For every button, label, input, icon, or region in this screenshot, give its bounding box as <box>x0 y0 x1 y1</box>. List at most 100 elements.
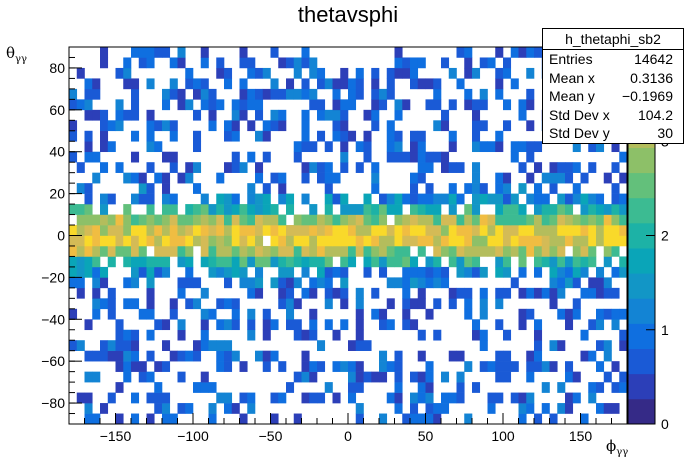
heatmap-cell <box>526 308 535 320</box>
heatmap-cell <box>572 371 581 383</box>
heatmap-cell <box>84 214 93 226</box>
heatmap-cell <box>340 99 349 111</box>
heatmap-cell <box>317 235 326 247</box>
heatmap-cell <box>262 183 271 194</box>
heatmap-cell <box>441 371 450 383</box>
heatmap-cell <box>69 256 78 268</box>
heatmap-cell <box>332 361 341 372</box>
heatmap-cell <box>402 67 411 79</box>
heatmap-cell <box>348 361 357 372</box>
heatmap-cell <box>580 329 589 341</box>
heatmap-cell <box>278 183 287 194</box>
heatmap-cell <box>286 308 295 320</box>
heatmap-cell <box>200 47 209 58</box>
heatmap-cell <box>216 361 225 372</box>
heatmap-cell <box>410 266 419 278</box>
heatmap-cell <box>100 277 109 289</box>
heatmap-cell <box>495 193 504 205</box>
heatmap-cell <box>472 193 481 205</box>
heatmap-cell <box>603 235 612 247</box>
heatmap-cell <box>557 204 566 215</box>
heatmap-cell <box>487 245 496 257</box>
heatmap-cell <box>572 235 581 247</box>
heatmap-cell <box>503 120 512 132</box>
heatmap-cell <box>301 329 310 341</box>
heatmap-cell <box>340 141 349 153</box>
heatmap-cell <box>510 392 519 404</box>
heatmap-cell <box>200 256 209 268</box>
heatmap-cell <box>177 235 186 247</box>
heatmap-cell <box>464 308 473 320</box>
heatmap-cell <box>619 172 628 184</box>
heatmap-cell <box>293 245 302 257</box>
heatmap-cell <box>278 193 287 205</box>
heatmap-cell <box>448 350 457 362</box>
heatmap-cell <box>185 172 194 184</box>
heatmap-cell <box>394 193 403 205</box>
heatmap-cell <box>301 350 310 362</box>
heatmap-cell <box>386 235 395 247</box>
heatmap-cell <box>154 392 163 404</box>
heatmap-cell <box>441 235 450 247</box>
heatmap-cell <box>293 413 302 425</box>
heatmap-cell <box>169 225 178 236</box>
heatmap-cell <box>557 266 566 278</box>
y-axis-label: θγγ <box>6 44 27 65</box>
heatmap-cell <box>503 245 512 257</box>
heatmap-cell <box>100 225 109 236</box>
heatmap-cell <box>479 329 488 341</box>
heatmap-cell <box>309 88 318 100</box>
heatmap-cell <box>146 120 155 132</box>
heatmap-cell <box>262 151 271 163</box>
heatmap-cell <box>448 193 457 205</box>
heatmap-cell <box>355 319 364 331</box>
heatmap-cell <box>309 245 318 257</box>
heatmap-cell <box>472 141 481 153</box>
heatmap-cell <box>92 413 101 425</box>
heatmap-cell <box>402 214 411 226</box>
heatmap-cell <box>588 193 597 205</box>
heatmap-cell <box>348 245 357 257</box>
heatmap-cell <box>588 204 597 215</box>
heatmap-cell <box>479 235 488 247</box>
heatmap-cell <box>115 225 124 236</box>
heatmap-cell <box>557 172 566 184</box>
heatmap-cell <box>278 392 287 404</box>
heatmap-cell <box>138 235 147 247</box>
heatmap-cell <box>572 162 581 173</box>
heatmap-cell <box>425 162 434 173</box>
heatmap-cell <box>464 204 473 215</box>
heatmap-cell <box>84 319 93 331</box>
heatmap-cell <box>619 340 628 351</box>
heatmap-cell <box>441 403 450 414</box>
heatmap-cell <box>433 298 442 310</box>
heatmap-cell <box>619 308 628 320</box>
heatmap-cell <box>433 256 442 268</box>
heatmap-cell <box>448 245 457 257</box>
z-tick-label: 0 <box>661 416 669 432</box>
heatmap-cell <box>177 225 186 236</box>
heatmap-cell <box>472 319 481 331</box>
heatmap-cell <box>596 382 605 393</box>
heatmap-cell <box>224 298 233 310</box>
heatmap-cell <box>146 109 155 121</box>
heatmap-cell <box>224 277 233 289</box>
heatmap-cell <box>193 88 202 100</box>
heatmap-cell <box>255 130 264 142</box>
heatmap-cell <box>363 204 372 215</box>
heatmap-cell <box>394 130 403 142</box>
heatmap-cell <box>518 214 527 226</box>
heatmap-cell <box>200 99 209 111</box>
heatmap-cell <box>185 204 194 215</box>
heatmap-cell <box>332 88 341 100</box>
heatmap-cell <box>487 141 496 153</box>
heatmap-cell <box>417 329 426 341</box>
heatmap-cell <box>386 193 395 205</box>
heatmap-cell <box>433 214 442 226</box>
heatmap-cell <box>549 183 558 194</box>
heatmap-cell <box>107 350 116 362</box>
heatmap-cell <box>123 172 132 184</box>
heatmap-cell <box>534 141 543 153</box>
heatmap-cell <box>371 214 380 226</box>
heatmap-cell <box>619 382 628 393</box>
